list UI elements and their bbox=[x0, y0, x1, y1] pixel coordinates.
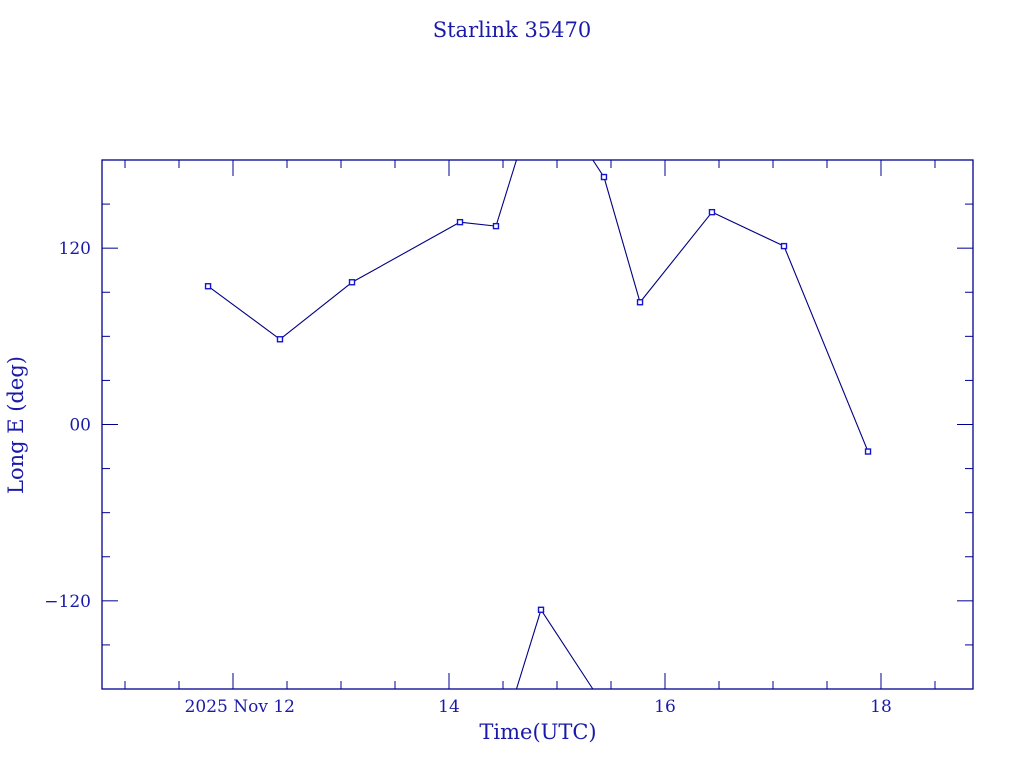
data-point-marker bbox=[636, 299, 644, 306]
x-tick-label: 16 bbox=[654, 697, 676, 717]
series-line-segment bbox=[495, 159, 517, 227]
plot-frame bbox=[101, 159, 974, 690]
series-line-segment bbox=[515, 609, 542, 690]
series-line-segment bbox=[783, 245, 869, 452]
data-point-marker bbox=[204, 283, 212, 290]
y-tick-label: 120 bbox=[59, 239, 91, 259]
series-line-segment bbox=[711, 211, 785, 247]
y-tick-label: 00 bbox=[69, 416, 91, 436]
x-tick-label: 14 bbox=[438, 697, 460, 717]
series-line-segment bbox=[459, 221, 497, 227]
data-point-marker bbox=[600, 173, 608, 181]
x-axis-label: Time(UTC) bbox=[479, 720, 596, 744]
data-point-marker bbox=[864, 448, 872, 455]
series-line-segment bbox=[603, 176, 641, 303]
series-line-segment bbox=[207, 285, 281, 340]
y-axis-label: Long E (deg) bbox=[4, 356, 28, 494]
data-point-marker bbox=[492, 222, 500, 230]
chart-title: Starlink 35470 bbox=[433, 18, 592, 42]
data-point-marker bbox=[537, 606, 545, 613]
series-line-segment bbox=[351, 221, 461, 283]
series-line-segment bbox=[540, 609, 594, 690]
data-point-marker bbox=[456, 218, 464, 226]
data-point-marker bbox=[276, 336, 284, 343]
x-tick-label: 2025 Nov 12 bbox=[185, 697, 295, 717]
y-tick-label: −120 bbox=[44, 592, 91, 612]
data-point-marker bbox=[348, 279, 356, 286]
series-line-segment bbox=[639, 211, 713, 303]
x-tick-label: 18 bbox=[870, 697, 892, 717]
series-line-segment bbox=[279, 281, 353, 340]
data-point-marker bbox=[780, 242, 788, 250]
data-point-marker bbox=[708, 208, 716, 216]
